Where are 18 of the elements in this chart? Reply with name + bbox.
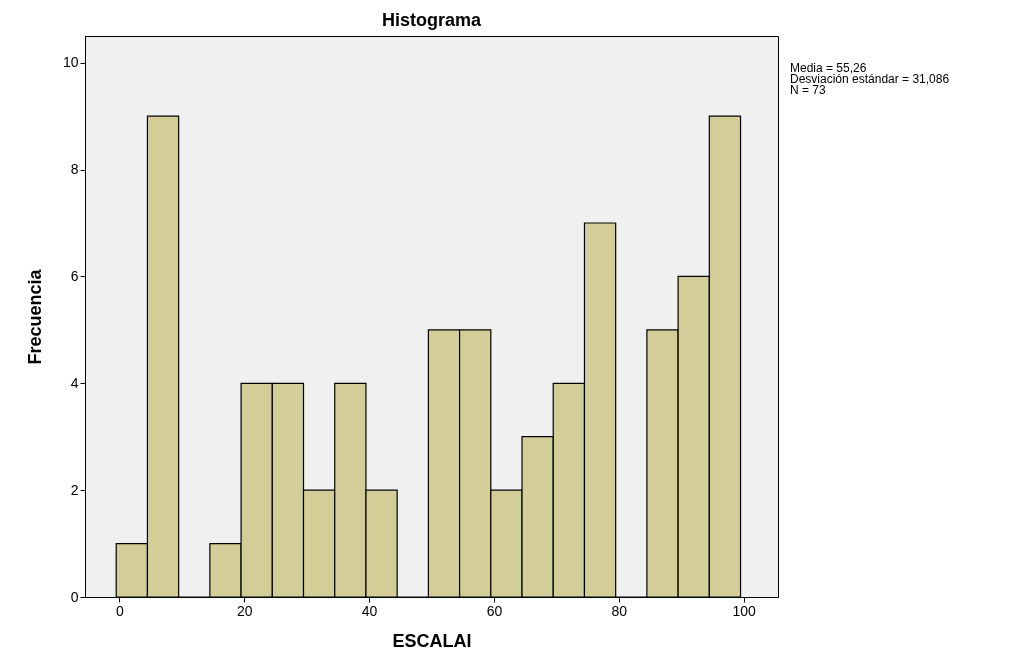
x-tick-label: 80 (611, 602, 628, 619)
x-tick-label: 0 (115, 602, 124, 619)
y-tick-label: 0 (70, 588, 79, 605)
y-tick-label: 6 (70, 267, 79, 284)
y-tick-label: 2 (70, 481, 79, 498)
text: Media = 55,26 (790, 61, 867, 75)
x-axis-title: ESCALAI (392, 630, 472, 651)
x-tick-label: 20 (236, 602, 253, 619)
chart-title: Histograma (381, 10, 482, 30)
text: Desviación estándar = 31,086 (790, 72, 950, 86)
y-tick-label: 10 (62, 54, 79, 71)
y-tick-label: 4 (70, 374, 79, 391)
y-tick-label: 8 (70, 161, 79, 178)
text: N = 73 (790, 83, 827, 97)
x-tick-label: 40 (361, 602, 378, 619)
x-tick-label: 100 (732, 602, 757, 619)
y-axis-title: Frecuencia (24, 268, 45, 365)
x-tick-label: 60 (486, 602, 503, 619)
